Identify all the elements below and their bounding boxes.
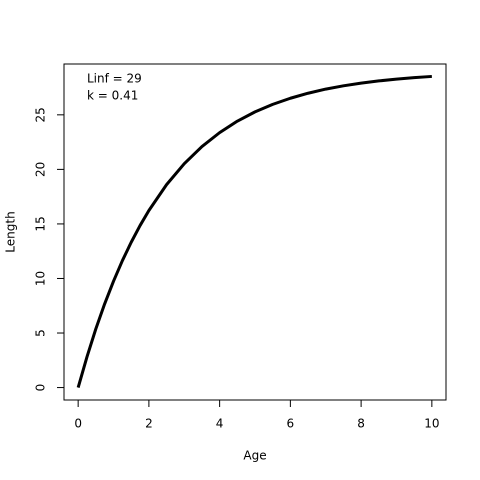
y-tick-label: 20 [34,162,48,177]
y-tick-label: 15 [34,216,48,231]
x-axis-label: Age [243,449,266,463]
x-tick-label: 8 [357,417,365,431]
plot-frame [63,63,447,401]
y-axis-label: Length [4,211,18,252]
y-tick-label: 5 [34,329,48,337]
annotation: k = 0.41 [87,89,138,103]
y-tick-label: 10 [34,271,48,286]
x-tick-label: 6 [287,417,295,431]
line [76,74,432,388]
annotation: Linf = 29 [87,72,142,86]
y-tick-label: 0 [34,384,48,392]
y-tick-label: 25 [34,107,48,122]
x-tick-label: 0 [74,417,82,431]
x-tick-label: 10 [424,417,439,431]
x-tick-label: 4 [216,417,224,431]
x-tick-label: 2 [145,417,153,431]
